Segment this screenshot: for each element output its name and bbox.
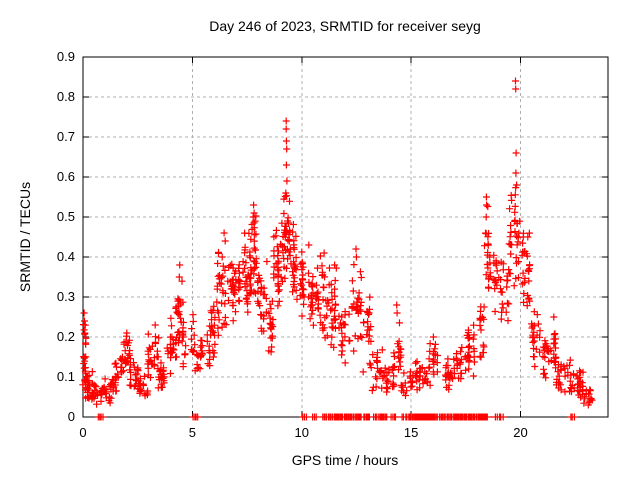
y-axis-label: SRMTID / TECUs	[17, 182, 33, 292]
scatter-plus-markers	[79, 77, 596, 421]
y-tick-label: 0.9	[57, 49, 75, 64]
tick-labels: 0 0.1 0.2 0.3 0.4 0.5 0.6 0.7 0.8 0.9 0 5 10 15 20	[57, 49, 528, 440]
x-tick-label: 10	[295, 425, 309, 440]
x-tick-label: 0	[79, 425, 86, 440]
y-tick-label: 0.1	[57, 369, 75, 384]
x-tick-label: 20	[513, 425, 527, 440]
y-tick-label: 0.3	[57, 289, 75, 304]
data-point-markers	[79, 77, 596, 421]
y-tick-label: 0	[68, 409, 75, 424]
y-tick-label: 0.8	[57, 89, 75, 104]
y-tick-label: 0.5	[57, 209, 75, 224]
y-tick-label: 0.6	[57, 169, 75, 184]
x-tick-label: 5	[189, 425, 196, 440]
y-tick-label: 0.7	[57, 129, 75, 144]
y-tick-label: 0.4	[57, 249, 75, 264]
x-tick-label: 15	[404, 425, 418, 440]
chart-title: Day 246 of 2023, SRMTID for receiver sey…	[209, 18, 481, 34]
x-axis-label: GPS time / hours	[292, 452, 399, 468]
y-tick-label: 0.2	[57, 329, 75, 344]
